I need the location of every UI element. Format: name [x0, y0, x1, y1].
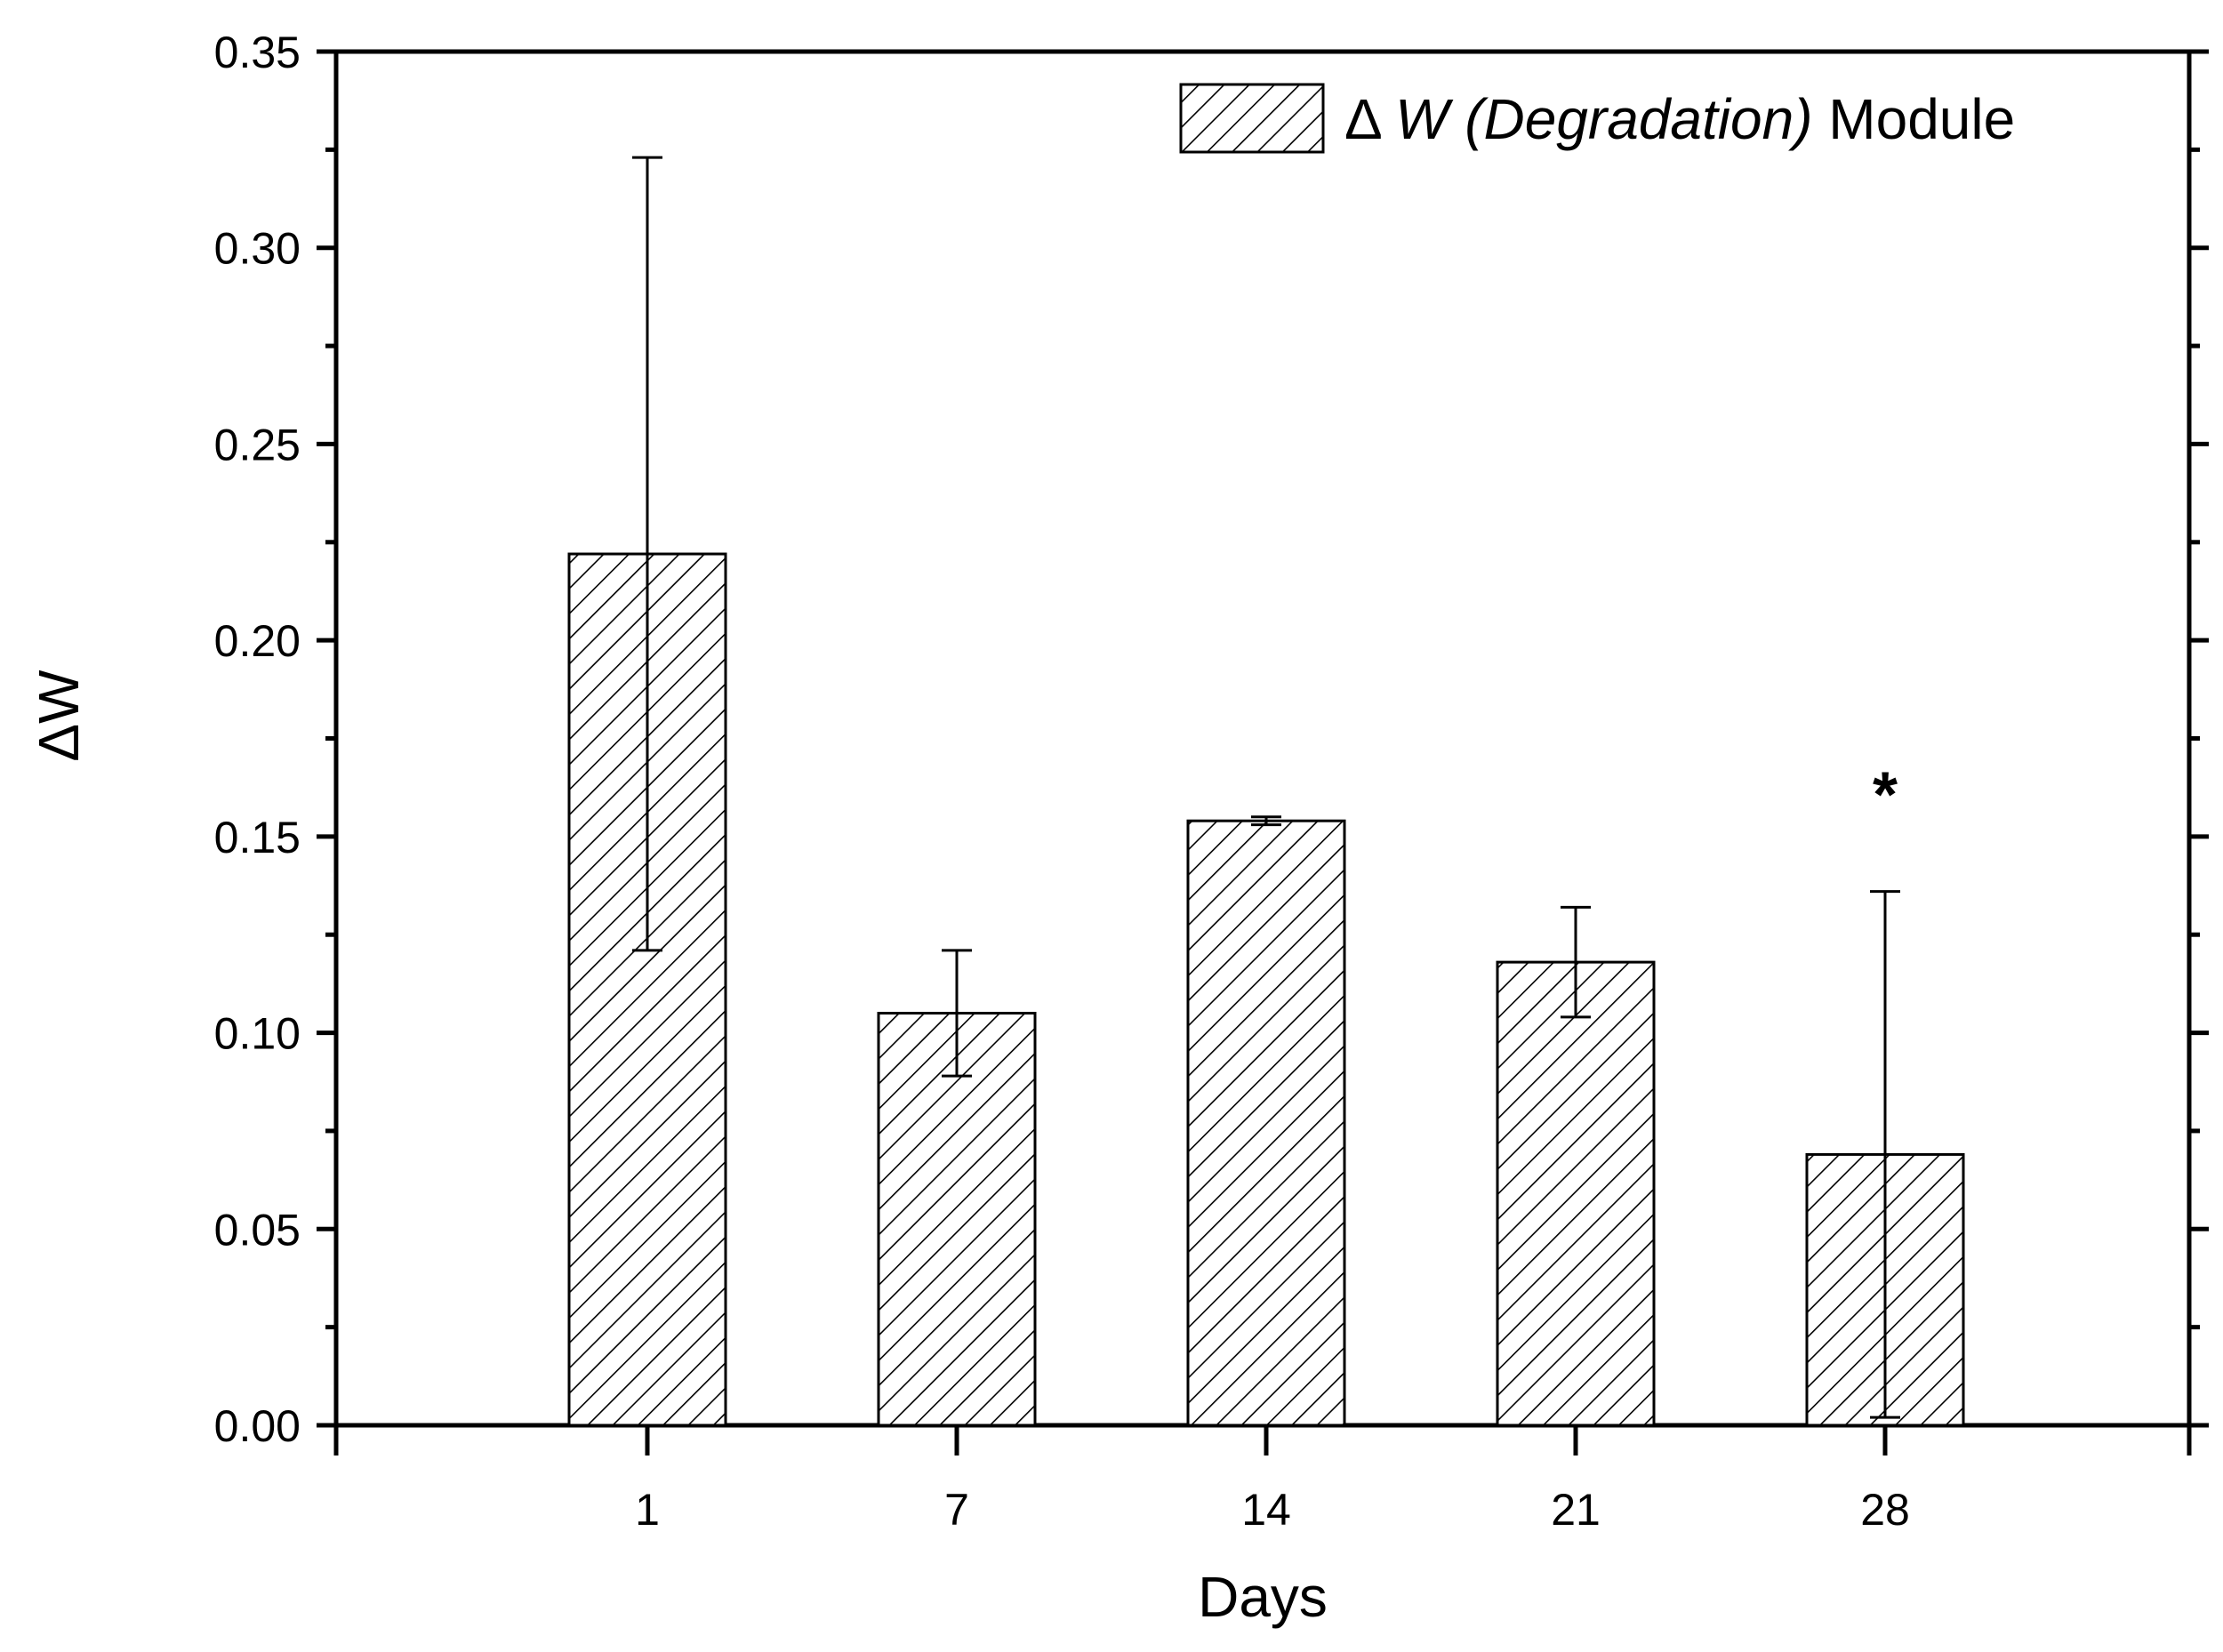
y-tick-label: 0.20 — [214, 616, 301, 666]
x-axis-title: Days — [1198, 1565, 1328, 1629]
legend-label: Δ W (Degradation) Module — [1344, 87, 2015, 151]
x-tick-label: 7 — [944, 1485, 969, 1535]
bar — [877, 1012, 1037, 1427]
y-tick-label: 0.25 — [214, 420, 301, 469]
y-axis-title: ΔW — [27, 670, 91, 762]
bar — [1186, 819, 1346, 1427]
x-tick-label: 28 — [1860, 1485, 1910, 1535]
error-bars — [632, 156, 1900, 1419]
annotations: * — [1873, 759, 1898, 830]
legend: Δ W (Degradation) Module — [1179, 83, 2015, 154]
x-tick-label: 14 — [1241, 1485, 1291, 1535]
bar — [1496, 960, 1656, 1427]
legend-rest: Module — [1828, 87, 2015, 151]
x-tick-label: 21 — [1551, 1485, 1601, 1535]
y-tick-label: 0.00 — [214, 1401, 301, 1451]
x-axis: 1 7 14 21 28 — [333, 1425, 2192, 1535]
y-tick-label: 0.05 — [214, 1205, 301, 1255]
y-tick-label: 0.35 — [214, 28, 301, 77]
legend-swatch — [1179, 83, 1325, 154]
y-tick-label: 0.15 — [214, 813, 301, 862]
significance-marker: * — [1873, 759, 1898, 830]
y-axis: 0.00 0.05 0.10 0.15 0.20 0.25 0.30 0.35 — [214, 28, 2209, 1451]
x-tick-label: 1 — [635, 1485, 660, 1535]
legend-italic: W (Degradation) — [1395, 87, 1813, 151]
y-tick-label: 0.10 — [214, 1009, 301, 1059]
legend-delta: Δ — [1344, 87, 1381, 151]
bar-series — [567, 552, 1965, 1427]
y-tick-label: 0.30 — [214, 224, 301, 274]
